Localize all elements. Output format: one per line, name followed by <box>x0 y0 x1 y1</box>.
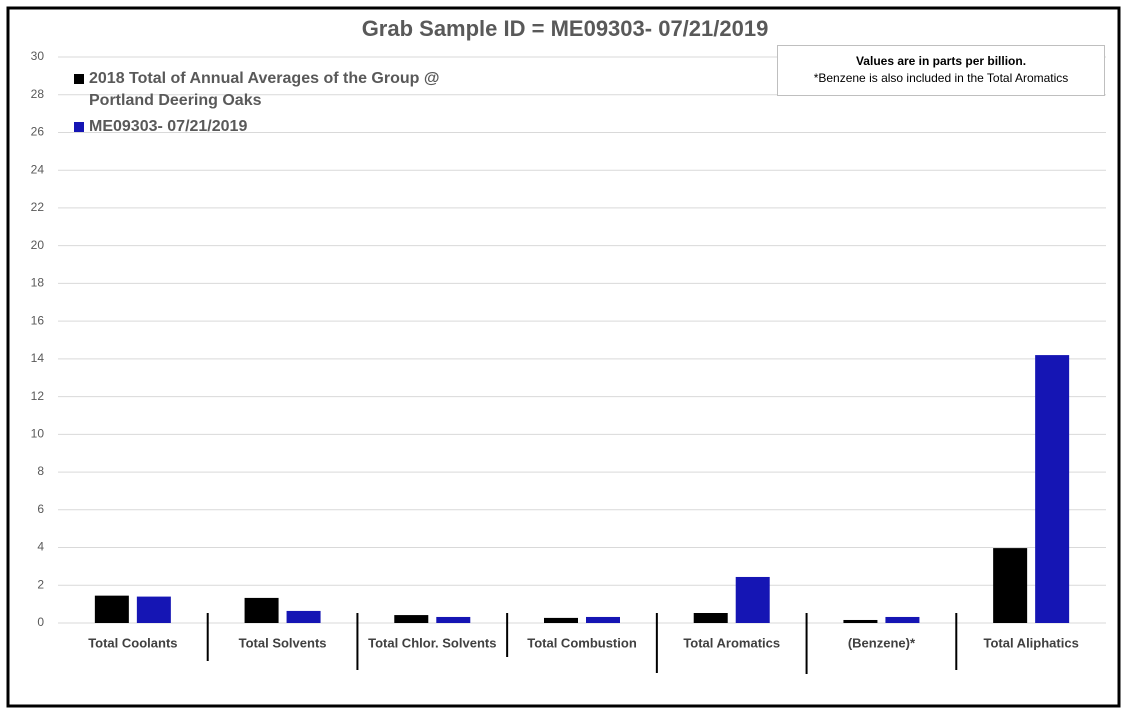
x-tick-label: Total Solvents <box>239 635 327 650</box>
legend-label: ME09303- 07/21/2019 <box>89 118 248 135</box>
y-tick-label: 30 <box>31 49 45 63</box>
y-tick-label: 14 <box>31 351 45 365</box>
annotation: Values are in parts per billion. <box>855 54 1027 68</box>
bar <box>693 613 728 623</box>
y-tick-label: 22 <box>31 200 45 214</box>
bar <box>286 610 321 623</box>
bar <box>94 595 129 623</box>
y-tick-label: 26 <box>31 125 45 139</box>
bar <box>586 616 620 623</box>
y-tick-label: 2 <box>37 577 44 591</box>
bar <box>394 615 429 623</box>
bar <box>993 548 1028 623</box>
chart-title: Grab Sample ID = ME09303- 07/21/2019 <box>362 16 769 41</box>
bar <box>544 617 578 623</box>
bar <box>885 616 920 623</box>
y-tick-label: 10 <box>31 427 45 441</box>
bar <box>843 619 878 623</box>
y-tick-label: 6 <box>37 502 44 516</box>
y-tick-label: 16 <box>31 313 45 327</box>
legend-label: 2018 Total of Annual Averages of the Gro… <box>89 70 440 109</box>
y-tick-label: 20 <box>31 238 45 252</box>
x-tick-label: Total Combustion <box>527 635 637 650</box>
bar <box>1035 355 1070 623</box>
legend-item: ME09303- 07/21/2019 <box>74 116 474 138</box>
legend-swatch <box>74 122 84 132</box>
x-tick-label: Total Coolants <box>88 635 177 650</box>
legend-swatch <box>74 74 84 84</box>
chart-border <box>6 6 1121 708</box>
legend: 2018 Total of Annual Averages of the Gro… <box>74 68 474 142</box>
y-tick-label: 28 <box>31 87 45 101</box>
bar <box>136 596 171 623</box>
x-tick-label: (Benzene)* <box>848 635 916 650</box>
y-tick-label: 0 <box>37 615 44 629</box>
x-tick-label: Total Aromatics <box>683 635 780 650</box>
annotation: *Benzene is also included in the Total A… <box>813 71 1069 85</box>
bar <box>735 576 770 623</box>
y-tick-label: 24 <box>31 162 45 176</box>
x-tick-label: Total Aliphatics <box>983 635 1078 650</box>
bar <box>244 597 279 623</box>
x-tick-label: Total Chlor. Solvents <box>368 635 496 650</box>
legend-item: 2018 Total of Annual Averages of the Gro… <box>74 68 474 112</box>
y-tick-label: 18 <box>31 276 45 290</box>
annotation-box: Values are in parts per billion. *Benzen… <box>777 45 1105 96</box>
y-tick-label: 12 <box>31 389 45 403</box>
bar <box>436 616 471 623</box>
y-tick-label: 4 <box>37 540 44 554</box>
y-tick-label: 8 <box>37 464 44 478</box>
